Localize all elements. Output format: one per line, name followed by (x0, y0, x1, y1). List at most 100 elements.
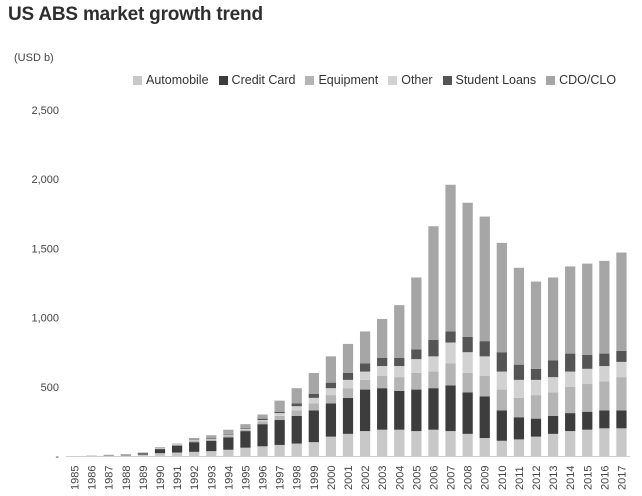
bar-segment-equipment (565, 386, 576, 414)
x-tick-label: 2009 (480, 466, 492, 490)
bar-segment-cdo-clo (462, 202, 473, 337)
bar-segment-credit-card (274, 420, 285, 445)
bar-segment-other (189, 440, 200, 441)
bar-segment-student-loans (240, 428, 251, 430)
bar-segment-student-loans (616, 350, 627, 362)
bar-segment-automobile (274, 444, 285, 456)
x-tick-label: 1994 (223, 466, 235, 490)
bar-segment-equipment (599, 381, 610, 411)
bar-segment-automobile (462, 433, 473, 456)
x-tick-label: 1985 (70, 466, 82, 490)
bar-segment-equipment (342, 388, 354, 398)
bar-segment-student-loans (394, 357, 405, 367)
bar-segment-credit-card (445, 385, 456, 432)
bar-segment-equipment (513, 397, 525, 418)
x-tick-label: 2013 (548, 466, 560, 490)
y-tick-label: 500 (41, 382, 59, 394)
legend-swatch (218, 75, 228, 85)
bar-segment-credit-card (120, 454, 131, 456)
bar-segment-other (342, 379, 354, 389)
bar-segment-other (462, 352, 473, 373)
legend-item-equipment: Equipment (305, 73, 378, 87)
bar-segment-automobile (479, 438, 490, 456)
bar-segment-automobile (530, 436, 542, 456)
bar-segment-equipment (445, 363, 456, 386)
bar-segment-credit-card (599, 410, 610, 429)
x-tick-label: 1991 (172, 466, 184, 490)
bar-segment-automobile (394, 429, 405, 456)
bar-segment-credit-card (137, 453, 149, 455)
bar-segment-equipment (359, 379, 371, 390)
bar-segment-other (291, 406, 302, 411)
bar-segment-cdo-clo (308, 372, 319, 394)
y-tick-label: 1,500 (31, 243, 59, 255)
bar-segment-student-loans (359, 363, 371, 372)
bar-segment-other (359, 371, 371, 380)
bar-segment-cdo-clo (189, 438, 200, 440)
bar-segment-equipment (189, 440, 200, 443)
bar-segment-cdo-clo (496, 242, 507, 353)
bar-segment-credit-card (308, 410, 319, 443)
bar-segment-other (428, 356, 439, 372)
bar-segment-credit-card (325, 403, 337, 437)
x-tick-label: 1990 (155, 466, 167, 490)
bar-segment-credit-card (428, 388, 439, 430)
legend-label: Automobile (146, 73, 209, 87)
bar-segment-credit-card (616, 410, 627, 429)
bar-segment-automobile (308, 442, 319, 456)
bar-segment-other (223, 434, 234, 436)
bar-segment-other (616, 361, 627, 378)
y-tick-label: 2,500 (31, 105, 59, 117)
bar-segment-other (599, 366, 610, 382)
bar-segment-cdo-clo (206, 435, 217, 439)
bar-segment-equipment (240, 429, 251, 432)
bar-segment-student-loans (206, 438, 217, 439)
x-tick-label: 1996 (258, 466, 270, 490)
bar-segment-credit-card (206, 440, 217, 452)
x-tick-label: 1989 (138, 466, 150, 490)
legend-item-automobile: Automobile (133, 73, 209, 87)
bar-segment-student-loans (342, 372, 354, 380)
bar-segment-credit-card (565, 413, 576, 432)
bar-segment-cdo-clo (274, 400, 285, 412)
bar-segment-cdo-clo (445, 184, 456, 332)
bar-segment-credit-card (342, 397, 354, 434)
bar-segment-student-loans (411, 349, 422, 360)
bar-segment-credit-card (223, 437, 234, 450)
bar-segment-student-loans (308, 393, 319, 398)
x-tick-label: 2002 (360, 466, 372, 490)
x-tick-label: 2004 (394, 466, 406, 490)
y-tick-label: 1,000 (31, 313, 59, 325)
bar-segment-equipment (325, 395, 337, 404)
bar-segment-student-loans (377, 357, 388, 367)
x-tick-label: 2001 (343, 466, 355, 490)
bar-segment-student-loans (274, 411, 285, 414)
bar-segment-student-loans (223, 433, 234, 435)
bar-segment-automobile (411, 431, 422, 456)
legend-label: CDO/CLO (559, 73, 617, 87)
bar-segment-automobile (103, 455, 114, 456)
x-tick-label: 1999 (309, 466, 321, 490)
bar-segment-automobile (377, 429, 388, 456)
x-tick-label: 1988 (121, 466, 133, 490)
bar-segment-other (513, 379, 525, 398)
y-tick-label: - (55, 451, 59, 463)
bar-segment-automobile (496, 440, 507, 456)
bar-segment-other (530, 379, 542, 396)
bar-segment-automobile (171, 452, 183, 456)
bar-segment-equipment (530, 395, 542, 419)
x-tick-label: 2014 (565, 466, 577, 490)
legend-swatch (388, 75, 398, 85)
bar-segment-credit-card (496, 410, 507, 441)
bar-segment-student-loans (513, 364, 525, 380)
legend-label: Other (401, 73, 433, 87)
bar-segment-other (394, 366, 405, 378)
bar-segment-other (445, 342, 456, 364)
bar-segment-credit-card (582, 411, 593, 430)
legend-label: Student Loans (455, 73, 537, 87)
x-tick-label: 2006 (428, 466, 440, 490)
legend-swatch (546, 75, 556, 85)
bar-segment-credit-card (462, 392, 473, 434)
bar-segment-automobile (137, 454, 149, 456)
